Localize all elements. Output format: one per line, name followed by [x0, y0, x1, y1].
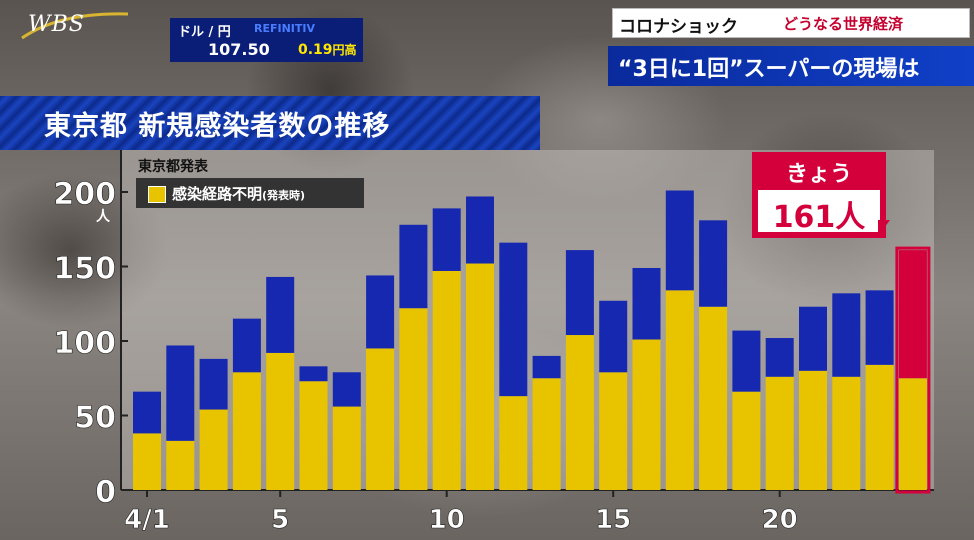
bar-unknown-route	[799, 370, 827, 490]
x-tick-label: 4/1	[124, 505, 170, 535]
legend-note: (発表時)	[262, 189, 306, 202]
bar-known-route	[565, 250, 594, 336]
bar-unknown-route	[332, 406, 361, 490]
today-value: 161人	[772, 200, 866, 235]
bar-unknown-route	[366, 348, 395, 490]
rate-change: 0.19円高	[298, 41, 357, 58]
bar-unknown-route	[466, 263, 494, 490]
y-tick-label: 0	[95, 475, 116, 510]
x-tick-label: 20	[762, 505, 798, 535]
x-tick-label: 5	[271, 505, 289, 535]
today-callout: きょう 161人	[752, 152, 886, 238]
logo-text: WBS	[28, 12, 85, 37]
bar-unknown-route	[865, 364, 894, 490]
today-value-box: 161人	[758, 190, 880, 235]
bar-known-route	[432, 208, 461, 271]
bar-known-route	[832, 293, 861, 377]
bar-unknown-route	[166, 440, 195, 490]
bar-known-route	[732, 330, 761, 392]
bar-unknown-route	[133, 433, 161, 490]
exchange-rate: 107.50	[208, 40, 270, 59]
chart-source: 東京都発表	[138, 159, 208, 175]
bar-known-route	[765, 338, 794, 377]
y-axis-unit: 人	[96, 209, 110, 225]
bar-unknown-route	[432, 270, 461, 490]
bar-unknown-route	[499, 396, 528, 490]
bar-known-route	[133, 391, 161, 434]
chart-legend: 感染経路不明(発表時)	[136, 178, 364, 208]
currency-pair-label: ドル / 円	[178, 25, 231, 40]
topic-sub: どうなる世界経済	[783, 15, 904, 33]
data-source-label: REFINITIV	[254, 22, 315, 35]
bar-known-route	[299, 366, 328, 382]
topic-banner: コロナショック どうなる世界経済	[612, 8, 970, 38]
bar-known-route	[166, 345, 195, 441]
logo-swoosh-icon	[21, 12, 129, 40]
topic-main: コロナショック	[619, 17, 738, 37]
bar-known-route	[799, 306, 827, 371]
headline-banner: “3日に1回”スーパーの現場は	[608, 46, 974, 86]
bar-known-route	[366, 275, 395, 349]
bar-unknown-route	[665, 290, 694, 490]
chart-title: 東京都 新規感染者数の推移	[44, 111, 391, 142]
bar-known-route	[532, 355, 561, 379]
bar-known-route	[699, 220, 728, 307]
legend-label-text: 感染経路不明	[172, 185, 263, 203]
rate-change-suffix: 円高	[332, 43, 357, 57]
bar-unknown-route	[565, 335, 594, 490]
bar-unknown-route	[532, 378, 561, 490]
bar-unknown-route	[699, 306, 728, 490]
bar-unknown-route	[632, 339, 661, 490]
bar-known-route	[599, 300, 628, 373]
bar-unknown-route	[765, 376, 794, 490]
currency-ticker: ドル / 円 REFINITIV 107.50 0.19円高	[170, 18, 363, 62]
bar-known-route	[898, 250, 927, 379]
bar-known-route	[199, 358, 228, 410]
bar-known-route	[466, 196, 494, 264]
legend-swatch	[148, 186, 166, 203]
bar-unknown-route	[599, 372, 628, 490]
bar-known-route	[266, 276, 295, 353]
y-tick-label: 150	[53, 252, 116, 287]
today-bar-outline	[895, 246, 931, 494]
callout-pointer	[878, 220, 890, 236]
y-tick-label: 100	[53, 326, 116, 361]
legend-label: 感染経路不明(発表時)	[172, 183, 305, 204]
today-label: きょう	[785, 162, 852, 187]
chart-title-bar: 東京都 新規感染者数の推移	[0, 96, 540, 150]
x-tick-label: 15	[595, 505, 631, 535]
bar-known-route	[232, 318, 261, 373]
bar-known-route	[332, 372, 361, 407]
bar-known-route	[399, 224, 428, 309]
bar-known-route	[865, 290, 894, 365]
y-tick-label: 200	[53, 177, 116, 212]
bar-unknown-route	[232, 372, 261, 490]
bar-known-route	[665, 190, 694, 291]
bar-known-route	[499, 242, 528, 397]
x-tick-label: 10	[429, 505, 465, 535]
bar-known-route	[632, 267, 661, 340]
bar-unknown-route	[266, 352, 295, 490]
rate-change-value: 0.19	[298, 42, 333, 58]
bar-unknown-route	[399, 308, 428, 490]
bar-unknown-route	[898, 378, 927, 490]
bar-unknown-route	[199, 409, 228, 490]
bar-unknown-route	[832, 376, 861, 490]
headline-text: “3日に1回”スーパーの現場は	[618, 57, 920, 82]
wbs-logo	[20, 8, 130, 48]
bar-unknown-route	[732, 391, 761, 490]
y-tick-label: 50	[74, 401, 116, 436]
bar-unknown-route	[299, 381, 328, 490]
